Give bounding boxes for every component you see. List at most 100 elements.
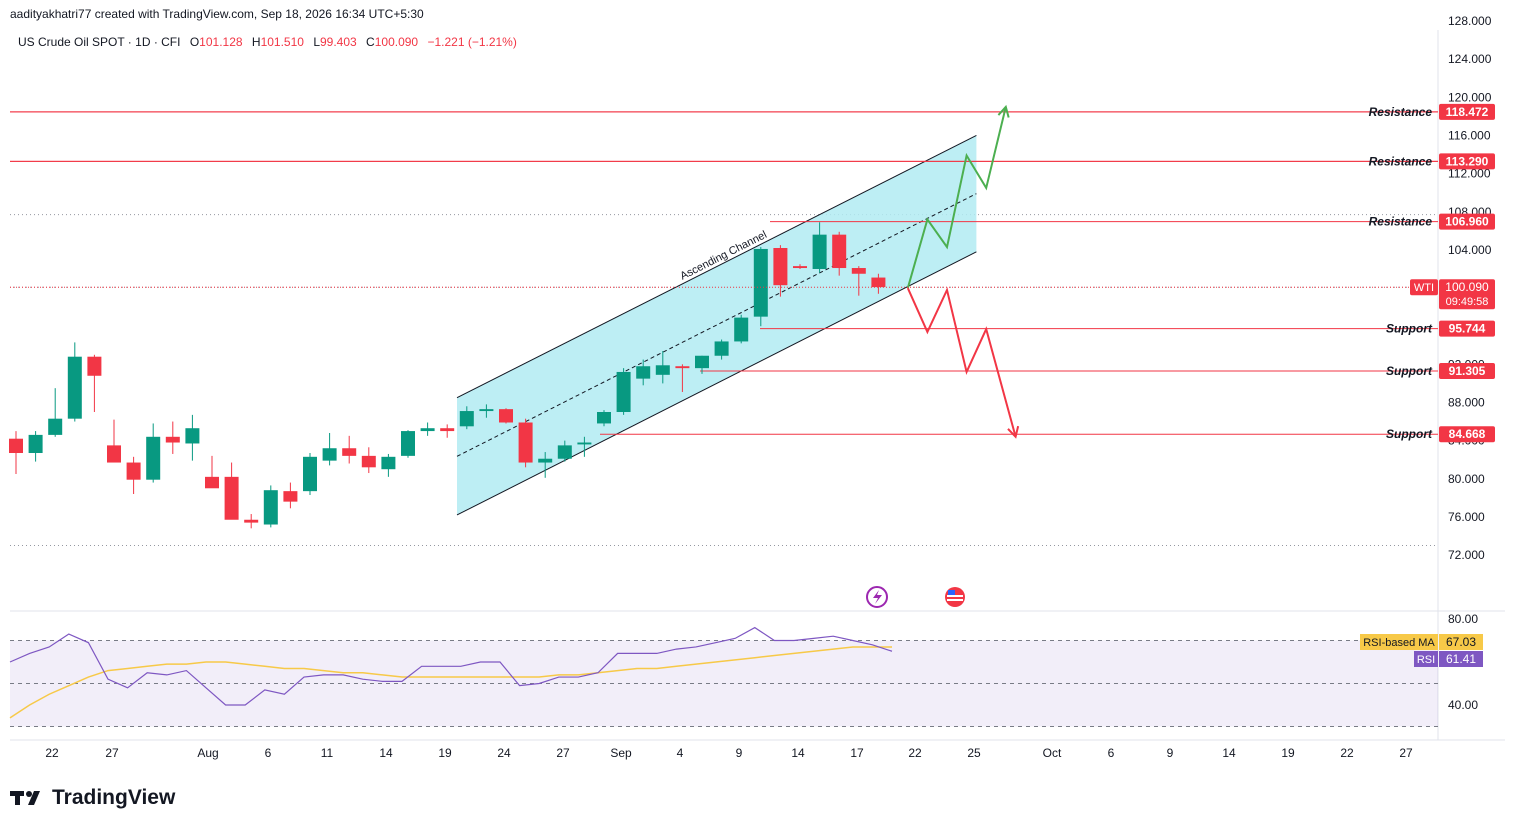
symbol-name[interactable]: US Crude Oil SPOT · 1D · CFI bbox=[18, 35, 181, 49]
y-tick-label: 104.000 bbox=[1448, 243, 1492, 257]
x-tick-label: 19 bbox=[1281, 746, 1295, 760]
candle-25 bbox=[499, 409, 513, 423]
symbol-legend: US Crude Oil SPOT · 1D · CFI O101.128 H1… bbox=[18, 35, 517, 49]
high-value: 101.510 bbox=[260, 35, 304, 49]
candle-6 bbox=[126, 462, 141, 480]
x-tick-label: 9 bbox=[1167, 746, 1174, 760]
x-tick-label: 19 bbox=[438, 746, 452, 760]
lightning-glyph bbox=[873, 590, 882, 604]
x-tick-label: 14 bbox=[1222, 746, 1236, 760]
chart-credit: aadityakhatri77 created with TradingView… bbox=[10, 7, 424, 21]
candle-20 bbox=[401, 431, 415, 456]
level-label-0: Resistance bbox=[1369, 105, 1433, 119]
bullish-projection bbox=[906, 106, 1007, 289]
x-tick-label: 27 bbox=[105, 746, 119, 760]
x-tick-label: 22 bbox=[45, 746, 59, 760]
level-label-4: Support bbox=[1386, 364, 1433, 378]
y-tick-label: 88.000 bbox=[1448, 395, 1485, 409]
bearish-projection bbox=[906, 286, 1017, 438]
rsi-label: RSI bbox=[1417, 654, 1435, 666]
rsi-ma-tag: 67.03 bbox=[1446, 635, 1476, 649]
rsi-tick-label: 80.00 bbox=[1448, 612, 1478, 626]
x-tick-label: Oct bbox=[1043, 746, 1062, 760]
candle-41 bbox=[812, 234, 827, 269]
y-tick-label: 112.000 bbox=[1448, 167, 1491, 181]
x-tick-label: Sep bbox=[610, 746, 632, 760]
y-tick-label: 128.000 bbox=[1448, 14, 1492, 28]
x-tick-label: 27 bbox=[1399, 746, 1413, 760]
candle-3 bbox=[67, 356, 82, 419]
candle-1 bbox=[28, 434, 43, 454]
channel-mid-line bbox=[456, 193, 977, 457]
flag-canton bbox=[948, 590, 955, 595]
level-tag-bg-1 bbox=[1439, 153, 1495, 170]
candle-22 bbox=[440, 428, 455, 432]
candle-12 bbox=[244, 519, 259, 523]
x-tick-label: 14 bbox=[379, 746, 393, 760]
low-label: L bbox=[313, 35, 320, 49]
x-tick-label: Aug bbox=[197, 746, 218, 760]
x-tick-label: 11 bbox=[321, 746, 334, 760]
candle-10 bbox=[205, 476, 219, 489]
current-price-tag: 100.090 bbox=[1445, 280, 1489, 294]
level-label-3: Support bbox=[1386, 322, 1433, 336]
rsi-line bbox=[9, 626, 893, 706]
level-tag-bg-2 bbox=[1439, 213, 1495, 230]
y-tick-label: 120.000 bbox=[1448, 90, 1492, 104]
open-value: 101.128 bbox=[199, 35, 243, 49]
candle-19 bbox=[381, 456, 396, 470]
bearish-projection-arrowhead bbox=[1007, 425, 1020, 439]
level-tag-bg-0 bbox=[1439, 103, 1495, 120]
level-tag-1: 113.290 bbox=[1446, 154, 1489, 168]
candle-17 bbox=[342, 448, 357, 456]
x-tick-label: 14 bbox=[791, 746, 805, 760]
candle-9 bbox=[185, 428, 200, 444]
candle-18 bbox=[361, 455, 376, 468]
candle-11 bbox=[224, 476, 239, 520]
close-label: C bbox=[366, 35, 375, 49]
level-label-5: Support bbox=[1386, 427, 1433, 441]
candle-16 bbox=[322, 448, 337, 461]
x-tick-label: 6 bbox=[1108, 746, 1115, 760]
low-value: 99.403 bbox=[320, 35, 357, 49]
rsi-ma-tag-bg bbox=[1439, 634, 1483, 650]
candle-26 bbox=[518, 422, 533, 463]
x-tick-label: 22 bbox=[1340, 746, 1354, 760]
tradingview-logo[interactable]: TradingView bbox=[10, 786, 175, 810]
y-tick-label: 76.000 bbox=[1448, 510, 1485, 524]
y-tick-label: 124.000 bbox=[1448, 52, 1492, 66]
rsi-ma-label: RSI-based MA bbox=[1363, 637, 1435, 649]
candle-27 bbox=[538, 458, 553, 463]
rsi-ma-label-bg bbox=[1360, 634, 1438, 650]
level-tag-bg-3 bbox=[1439, 320, 1495, 337]
candle-4 bbox=[87, 356, 102, 376]
x-tick-label: 9 bbox=[736, 746, 743, 760]
level-tag-0: 118.472 bbox=[1446, 105, 1489, 119]
level-tag-2: 106.960 bbox=[1445, 215, 1489, 229]
candle-43 bbox=[851, 268, 866, 274]
candle-2 bbox=[48, 418, 63, 435]
x-tick-label: 24 bbox=[497, 746, 511, 760]
level-label-2: Resistance bbox=[1369, 215, 1433, 229]
candle-30 bbox=[597, 412, 611, 424]
candle-34 bbox=[675, 366, 690, 369]
bar-countdown: 09:49:58 bbox=[1446, 296, 1489, 308]
level-tag-bg-5 bbox=[1439, 426, 1495, 443]
bullish-projection-arrowhead bbox=[997, 104, 1010, 118]
candle-44 bbox=[871, 277, 886, 288]
price-chart[interactable]: 128.000124.000120.000116.000112.000108.0… bbox=[0, 0, 1515, 780]
high-label: H bbox=[251, 35, 261, 49]
candle-15 bbox=[303, 456, 317, 492]
flag-stripe-1 bbox=[947, 595, 963, 597]
candle-40 bbox=[793, 266, 807, 269]
candle-5 bbox=[107, 445, 121, 463]
rsi-label-bg bbox=[1414, 651, 1438, 667]
change-value: −1.221 (−1.21%) bbox=[427, 35, 517, 49]
dividends-event-icon bbox=[866, 586, 888, 608]
x-tick-label: 17 bbox=[850, 746, 864, 760]
current-price-tag-bg bbox=[1439, 279, 1495, 310]
candle-28 bbox=[557, 445, 572, 459]
candle-32 bbox=[636, 366, 651, 379]
x-tick-label: 25 bbox=[967, 746, 981, 760]
candle-7 bbox=[146, 436, 161, 480]
